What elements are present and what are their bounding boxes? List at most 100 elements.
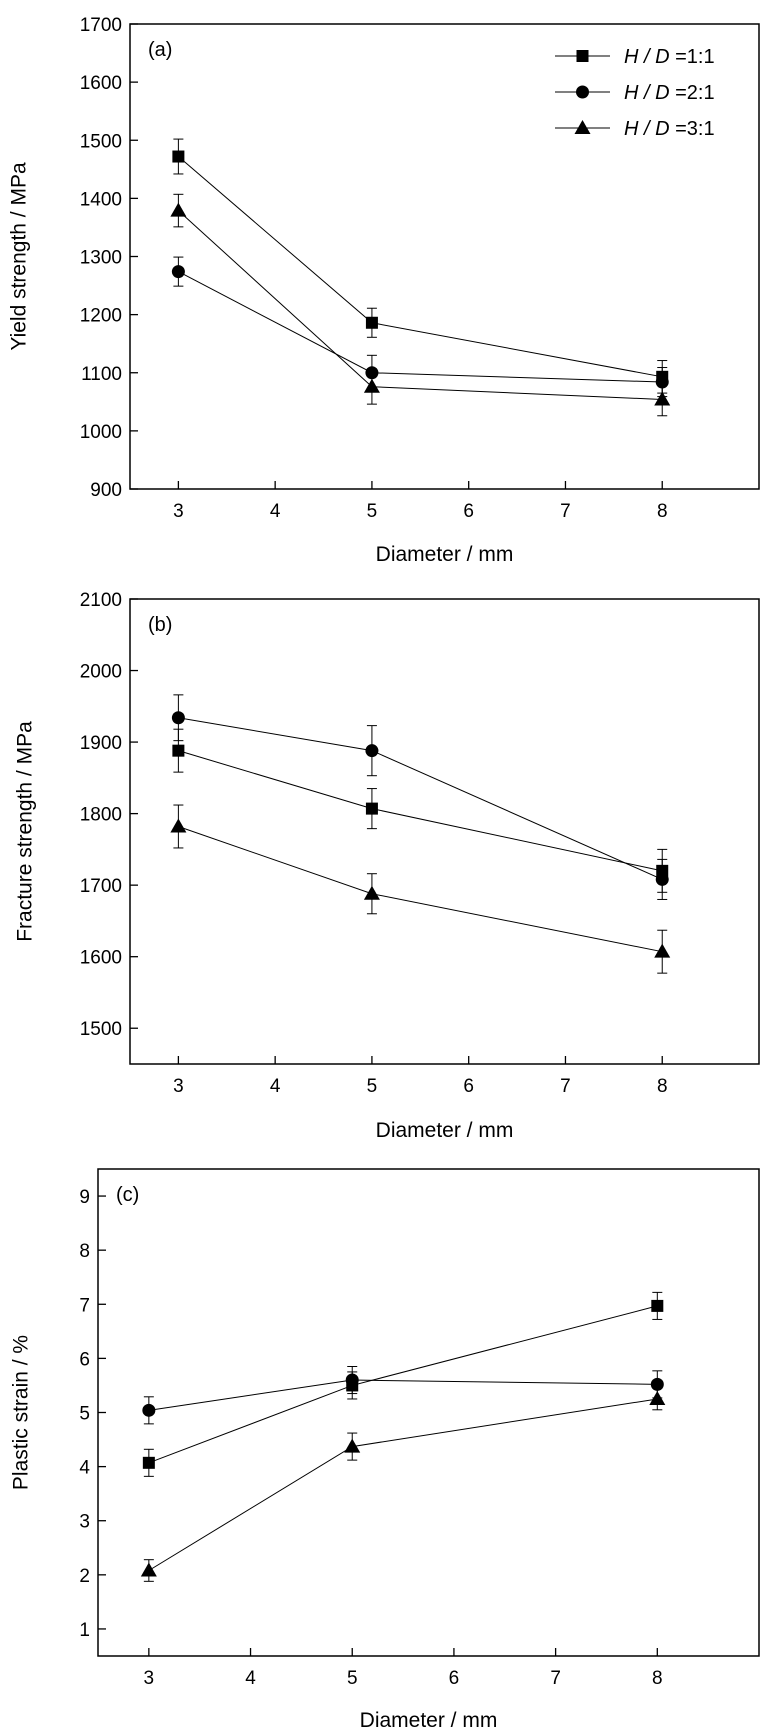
chart-panel-1: 900 1000 1100 1200 1300 1400 1500 1600 1700 3 4 5 6 7… <box>8 15 760 566</box>
data-point <box>654 943 671 958</box>
x-tick-label: 8 <box>652 1668 663 1689</box>
y-tick-label: 1000 <box>80 422 122 443</box>
y-tick-label: 2000 <box>80 662 122 683</box>
data-point <box>363 378 380 393</box>
chart-panel-2: 1500 1600 1700 1800 1900 2000 2100 3 4 5 6 7 8 Diamet… <box>14 590 760 1142</box>
x-tick-label: 8 <box>657 1076 668 1097</box>
series-3 <box>140 1387 666 1582</box>
legend-label: H / D =1:1 <box>624 46 715 68</box>
y-tick-label: 1800 <box>80 805 122 826</box>
legend-marker <box>576 85 589 99</box>
y-tick-label: 5 <box>79 1404 90 1425</box>
y-tick-label: 1700 <box>80 876 122 897</box>
x-tick-label: 4 <box>270 1076 281 1097</box>
data-point <box>142 1456 155 1469</box>
y-axis-title: Fracture strength / MPa <box>14 721 37 942</box>
x-tick-label: 7 <box>560 501 571 522</box>
data-point <box>170 202 187 217</box>
series-line <box>148 1305 658 1464</box>
y-tick-label: 1600 <box>80 73 122 94</box>
y-tick-label: 2100 <box>80 590 122 611</box>
y-tick-label: 1500 <box>80 1019 122 1040</box>
x-tick-label: 6 <box>463 1076 474 1097</box>
data-point <box>365 316 378 329</box>
data-point <box>365 802 378 815</box>
x-tick-label: 5 <box>367 1076 378 1097</box>
series-1 <box>142 1291 664 1477</box>
y-tick-label: 2 <box>79 1566 90 1587</box>
panel-label: (c) <box>116 1184 139 1206</box>
y-tick-label: 7 <box>79 1295 90 1316</box>
series-line <box>148 1379 658 1411</box>
data-point <box>140 1562 157 1577</box>
legend-marker <box>576 50 589 62</box>
series-2 <box>171 256 669 398</box>
data-point <box>344 1438 361 1453</box>
data-point <box>171 265 185 279</box>
data-point <box>172 744 185 757</box>
legend-label: H / D =2:1 <box>624 82 715 104</box>
x-axis-title: Diameter / mm <box>376 1119 514 1142</box>
x-axis-title: Diameter / mm <box>360 1709 498 1732</box>
data-point <box>651 1299 664 1312</box>
series-1 <box>172 728 669 893</box>
x-tick-label: 3 <box>173 501 184 522</box>
y-axis-title: Yield strength / MPa <box>8 162 31 351</box>
chart-panel-3: 1 2 3 4 5 6 7 8 9 3 4 5 6 7 8 Diameter / mm Plastic stra… <box>10 1168 760 1732</box>
series-line <box>178 826 663 953</box>
series-line <box>178 750 663 872</box>
data-point <box>363 885 380 900</box>
y-tick-label: 1400 <box>80 189 122 210</box>
x-tick-label: 8 <box>657 501 668 522</box>
data-point <box>650 1377 664 1391</box>
series-line <box>178 156 663 378</box>
data-point <box>172 150 185 163</box>
x-tick-label: 6 <box>463 501 474 522</box>
plot-frame <box>129 598 760 1065</box>
x-tick-label: 3 <box>173 1076 184 1097</box>
data-point <box>171 711 185 725</box>
y-tick-label: 6 <box>79 1349 90 1370</box>
x-tick-label: 4 <box>245 1668 256 1689</box>
y-tick-label: 1 <box>79 1620 90 1641</box>
y-tick-label: 1600 <box>80 948 122 969</box>
data-point <box>655 375 669 389</box>
legend-label: H / D =3:1 <box>624 118 715 140</box>
panel-label: (a) <box>148 39 172 61</box>
plot-frame <box>97 1168 760 1657</box>
data-point <box>649 1390 666 1405</box>
data-point <box>170 818 187 833</box>
y-tick-label: 1300 <box>80 248 122 269</box>
x-tick-label: 7 <box>550 1668 561 1689</box>
data-point <box>345 1373 359 1387</box>
series-3 <box>170 193 671 417</box>
data-point <box>365 744 379 758</box>
y-tick-label: 1100 <box>81 364 122 385</box>
y-tick-label: 1200 <box>80 306 122 327</box>
y-tick-label: 1700 <box>80 15 122 36</box>
y-tick-label: 1900 <box>80 733 122 754</box>
x-axis-title: Diameter / mm <box>376 543 514 566</box>
x-tick-label: 5 <box>347 1668 358 1689</box>
series-line <box>178 271 663 383</box>
y-tick-label: 9 <box>79 1187 90 1208</box>
series-3 <box>170 804 671 974</box>
x-tick-label: 7 <box>560 1076 571 1097</box>
data-point <box>142 1403 156 1417</box>
y-tick-label: 900 <box>90 480 122 501</box>
series-line <box>148 1398 658 1571</box>
y-tick-label: 4 <box>79 1458 90 1479</box>
panel-label: (b) <box>148 614 172 636</box>
legend-marker <box>574 120 591 134</box>
series-line <box>178 210 663 400</box>
y-axis-title: Plastic strain / % <box>10 1335 33 1490</box>
series-2 <box>142 1366 664 1425</box>
series-2 <box>171 694 669 900</box>
y-tick-label: 8 <box>79 1241 90 1262</box>
y-tick-label: 1500 <box>80 131 122 152</box>
x-tick-label: 5 <box>367 501 378 522</box>
legend: H / D =1:1 H / D =2:1 H / D =3:1 <box>555 46 715 140</box>
series-1 <box>172 138 669 394</box>
x-tick-label: 6 <box>449 1668 460 1689</box>
